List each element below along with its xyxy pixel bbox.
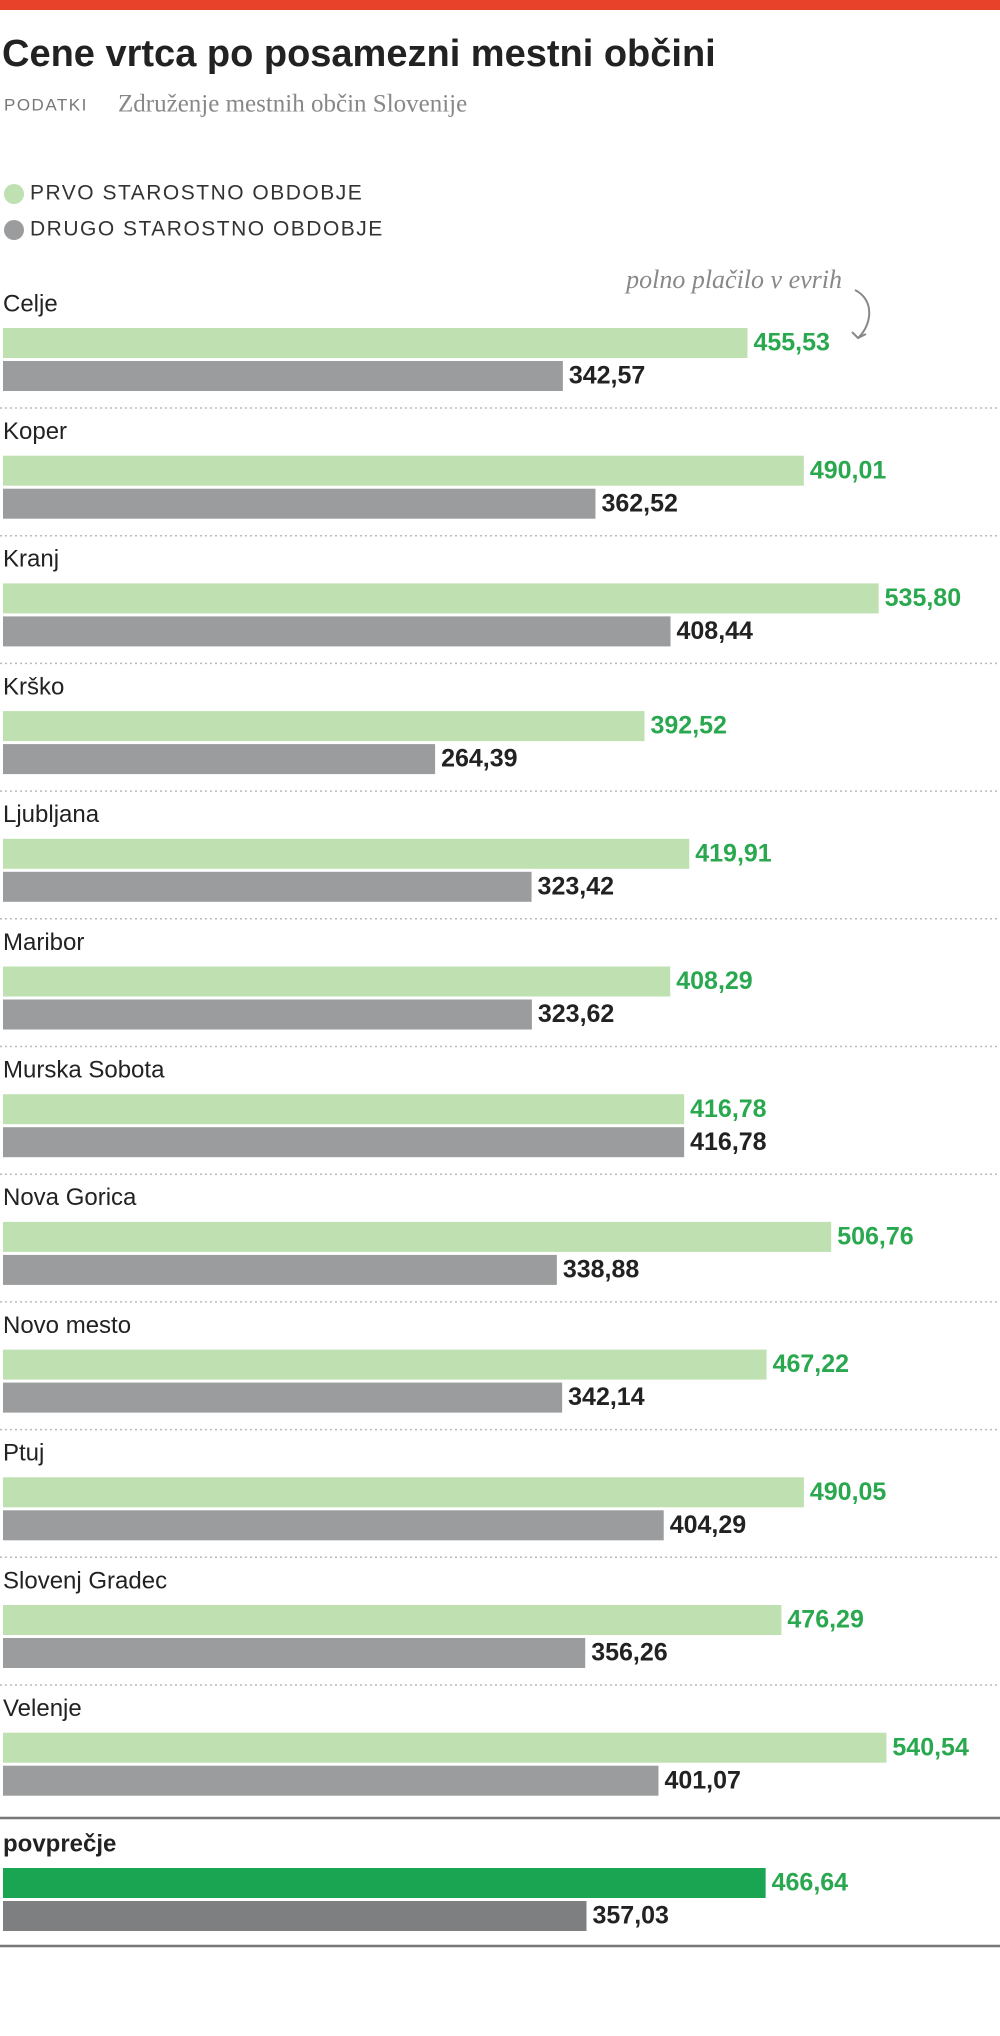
value-label: 490,05 (810, 1478, 887, 1506)
value-label: 416,78 (690, 1095, 767, 1123)
bar (3, 583, 879, 614)
value-label: 408,29 (676, 967, 752, 995)
value-label: 323,42 (538, 872, 614, 900)
legend-label: PRVO STAROSTNO OBDOBJE (30, 182, 363, 205)
category-label: Nova Gorica (3, 1184, 137, 1211)
bar (3, 361, 563, 391)
value-label: 467,22 (773, 1350, 849, 1378)
bar (3, 1382, 563, 1413)
bar (3, 1127, 685, 1158)
bar (3, 1510, 664, 1541)
value-label: 506,76 (837, 1223, 913, 1251)
category-label: Novo mesto (3, 1312, 131, 1339)
category-label: Slovenj Gradec (3, 1567, 167, 1594)
value-label: 356,26 (591, 1639, 667, 1667)
bar (3, 1349, 767, 1380)
bar (3, 1901, 587, 1931)
value-label: 408,44 (677, 617, 754, 645)
bar (3, 1638, 586, 1668)
value-label: 357,03 (592, 1902, 668, 1930)
value-label: 362,52 (601, 489, 677, 517)
bar (3, 1477, 804, 1508)
annotation-arrow (854, 289, 871, 339)
value-label: 264,39 (441, 745, 517, 773)
category-label: Koper (3, 418, 67, 445)
category-label: Ptuj (3, 1440, 44, 1467)
category-label: Velenje (3, 1695, 82, 1722)
value-label: 401,07 (664, 1766, 740, 1794)
category-label: Ljubljana (3, 801, 100, 828)
bar (3, 1868, 766, 1898)
value-label: 338,88 (563, 1256, 640, 1284)
value-label: 455,53 (753, 329, 829, 357)
legend-marker (4, 220, 24, 240)
legend-marker (4, 184, 24, 204)
chart-title: Cene vrtca po posamezni mestni občini (2, 33, 716, 75)
category-label: Krško (3, 673, 64, 700)
value-label: 419,91 (695, 839, 772, 867)
category-label: Maribor (3, 929, 84, 956)
bar (3, 1732, 887, 1763)
source-text: Združenje mestnih občin Slovenije (118, 91, 467, 118)
source-label: PODATKI (4, 95, 88, 114)
bar (3, 999, 532, 1030)
value-label: 535,80 (885, 584, 961, 612)
category-label: povprečje (3, 1830, 116, 1857)
annotation-arrowhead (851, 331, 867, 340)
bar (3, 1605, 782, 1635)
bar (3, 711, 645, 742)
legend-label: DRUGO STAROSTNO OBDOBJE (30, 218, 384, 241)
bar (3, 616, 671, 647)
bar (3, 1254, 557, 1285)
bar (3, 744, 436, 775)
category-label: Murska Sobota (3, 1057, 165, 1084)
value-label: 466,64 (772, 1869, 849, 1897)
bar (3, 1221, 832, 1252)
bar (3, 1765, 659, 1796)
value-label: 416,78 (690, 1128, 767, 1156)
value-label: 392,52 (650, 712, 726, 740)
value-label: 342,14 (568, 1383, 645, 1411)
value-label: 540,54 (892, 1733, 969, 1761)
bar (3, 966, 671, 997)
bar (3, 455, 804, 486)
bar (3, 1094, 685, 1125)
value-label: 323,62 (538, 1000, 614, 1028)
bar (3, 488, 596, 519)
value-label: 342,57 (569, 362, 645, 390)
bar (3, 328, 748, 358)
value-label: 476,29 (787, 1606, 863, 1634)
category-label: Kranj (3, 546, 59, 573)
top-bar (0, 0, 1000, 10)
category-label: Celje (3, 290, 58, 317)
annotation: polno plačilo v evrih (624, 265, 842, 294)
value-label: 404,29 (670, 1511, 746, 1539)
bar (3, 838, 690, 869)
bar (3, 871, 532, 902)
value-label: 490,01 (810, 456, 887, 484)
